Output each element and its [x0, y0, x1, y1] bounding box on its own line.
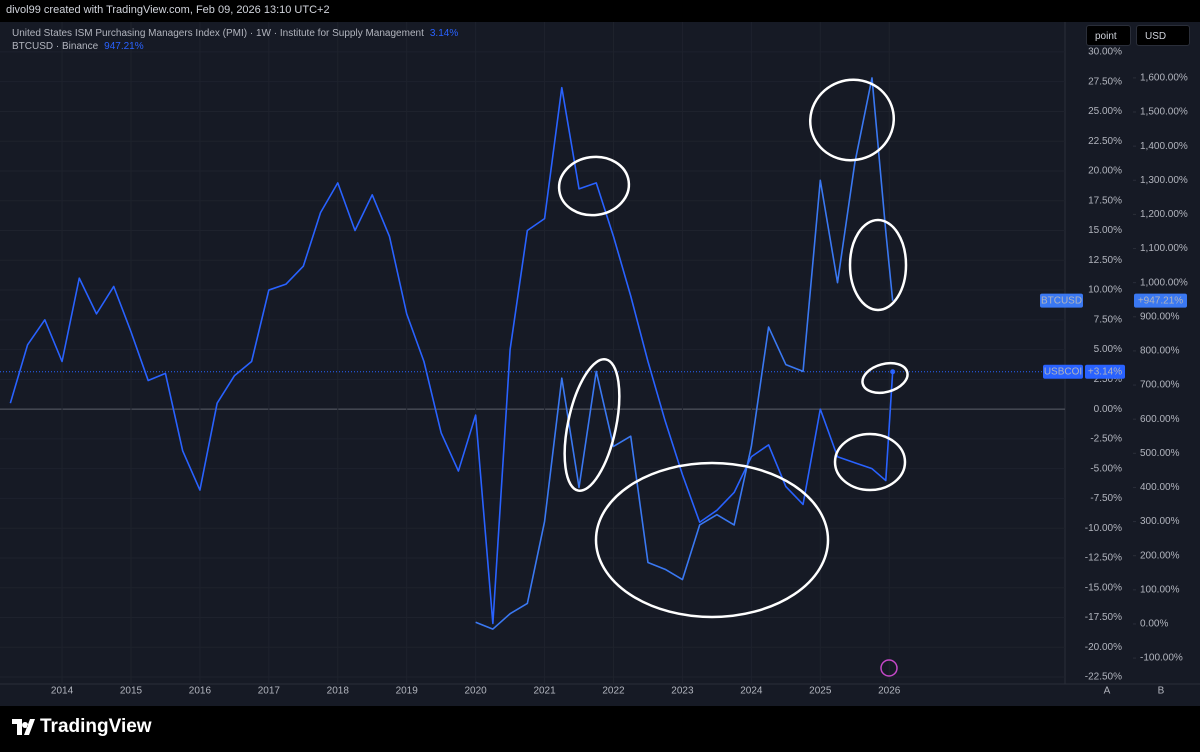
y-tick-label: 2.50% [1094, 374, 1122, 385]
last-point [890, 369, 896, 375]
ticker-label: USBCOI [1044, 366, 1082, 377]
button[interactable]: point [1086, 25, 1131, 46]
y-tick-label: -17.50% [1085, 612, 1122, 623]
y-tick-label: 20.00% [1088, 166, 1122, 177]
y-tick-label: 30.00% [1088, 47, 1122, 58]
y2-tick-label: 200.00% [1140, 550, 1180, 561]
legend-label: BTCUSD · Binance [12, 41, 99, 52]
y2-tick-label: 1,600.00% [1140, 73, 1188, 84]
chart-background [0, 22, 1200, 706]
plot [9, 77, 894, 630]
x-tick-label: 2014 [51, 686, 74, 697]
x-tick-label: 2022 [602, 686, 625, 697]
y-tick-label: -10.00% [1085, 523, 1122, 534]
series-line [9, 86, 894, 625]
x-tick-label: 2024 [740, 686, 763, 697]
x-tick-label: 2023 [671, 686, 694, 697]
y2-tick-label: 1,300.00% [1140, 175, 1188, 186]
ticker-tag [1043, 364, 1083, 379]
x-tick-label: 2021 [533, 686, 556, 697]
y2-tick-label: 900.00% [1140, 311, 1180, 322]
x-tick-label: 2016 [189, 686, 212, 697]
y-tick-label: -5.00% [1090, 463, 1122, 474]
ticker-label: BTCUSD [1041, 295, 1082, 306]
x-tick-label: 2026 [878, 686, 901, 697]
y2-tick-label: 400.00% [1140, 482, 1180, 493]
y2-tick-label: 800.00% [1140, 346, 1180, 357]
y-tick-label: -2.50% [1090, 434, 1122, 445]
y-tick-label: 7.50% [1094, 314, 1122, 325]
y2-tick-label: 300.00% [1140, 516, 1180, 527]
y2-tick-label: 500.00% [1140, 448, 1180, 459]
y-tick-label: 10.00% [1088, 285, 1122, 296]
y2-tick-label: 0.00% [1140, 619, 1168, 630]
axis-value-label: +947.21% [1138, 295, 1183, 306]
scale-label: A [1104, 686, 1111, 697]
annotations [557, 78, 909, 619]
x-tick-label: 2025 [809, 686, 832, 697]
annotation-circle [557, 155, 631, 217]
y2-tick-label: 100.00% [1140, 584, 1180, 595]
y2-tick-label: 1,500.00% [1140, 107, 1188, 118]
y2-tick-label: 600.00% [1140, 414, 1180, 425]
x-tick-label: 2017 [258, 686, 281, 697]
ticker-tag [1040, 293, 1083, 308]
brand: TradingView [40, 716, 152, 737]
annotation-circle [833, 432, 907, 492]
grid [0, 22, 1065, 683]
annotation-circle [563, 358, 621, 492]
annotation-circle [594, 461, 830, 619]
y-tick-label: 0.00% [1094, 404, 1122, 415]
legend-label: United States ISM Purchasing Managers In… [12, 28, 424, 39]
credit: divol99 created with TradingView.com, Fe… [6, 4, 330, 16]
series-line [475, 77, 894, 630]
y2-tick-label: 1,100.00% [1140, 243, 1188, 254]
annotation-circle [808, 78, 896, 162]
y-tick-label: -15.00% [1085, 582, 1122, 593]
legend-value: 947.21% [104, 41, 144, 52]
brand-logo [12, 719, 35, 735]
x-tick-label: 2018 [327, 686, 350, 697]
y-tick-label: -20.00% [1085, 642, 1122, 653]
y-tick-label: -7.50% [1090, 493, 1122, 504]
legend-value: 3.14% [429, 28, 459, 39]
footer-bar [0, 706, 1200, 752]
x-tick-label: 2019 [396, 686, 419, 697]
button[interactable]: USD [1136, 25, 1190, 46]
legend-item: United States ISM Purchasing Managers In… [12, 28, 458, 39]
annotation-circle [848, 218, 908, 312]
y-tick-label: 22.50% [1088, 136, 1122, 147]
y-tick-label: 5.00% [1094, 344, 1122, 355]
annotation-circle [861, 361, 909, 395]
axis-value-tag [1085, 364, 1125, 379]
axis-value-label: +3.14% [1088, 366, 1122, 377]
y-tick-label: -12.50% [1085, 553, 1122, 564]
x-tick-label: 2020 [465, 686, 488, 697]
y-tick-label: 15.00% [1088, 225, 1122, 236]
y2-tick-label: 700.00% [1140, 380, 1180, 391]
y2-tick-label: -100.00% [1140, 653, 1183, 664]
y-tick-label: 25.00% [1088, 106, 1122, 117]
legend-item: BTCUSD · Binance 947.21% [12, 41, 144, 52]
y2-tick-label: 1,000.00% [1140, 277, 1188, 288]
y-tick-label: 17.50% [1088, 195, 1122, 206]
axis-value-tag [1134, 293, 1187, 308]
y2-tick-label: 1,400.00% [1140, 141, 1188, 152]
alert-icon [880, 659, 898, 677]
y-tick-label: 27.50% [1088, 76, 1122, 87]
x-tick-label: 2015 [120, 686, 143, 697]
y-tick-label: -22.50% [1085, 672, 1122, 683]
y2-tick-label: 1,200.00% [1140, 209, 1188, 220]
scale-label: B [1158, 686, 1165, 697]
y-tick-label: 12.50% [1088, 255, 1122, 266]
